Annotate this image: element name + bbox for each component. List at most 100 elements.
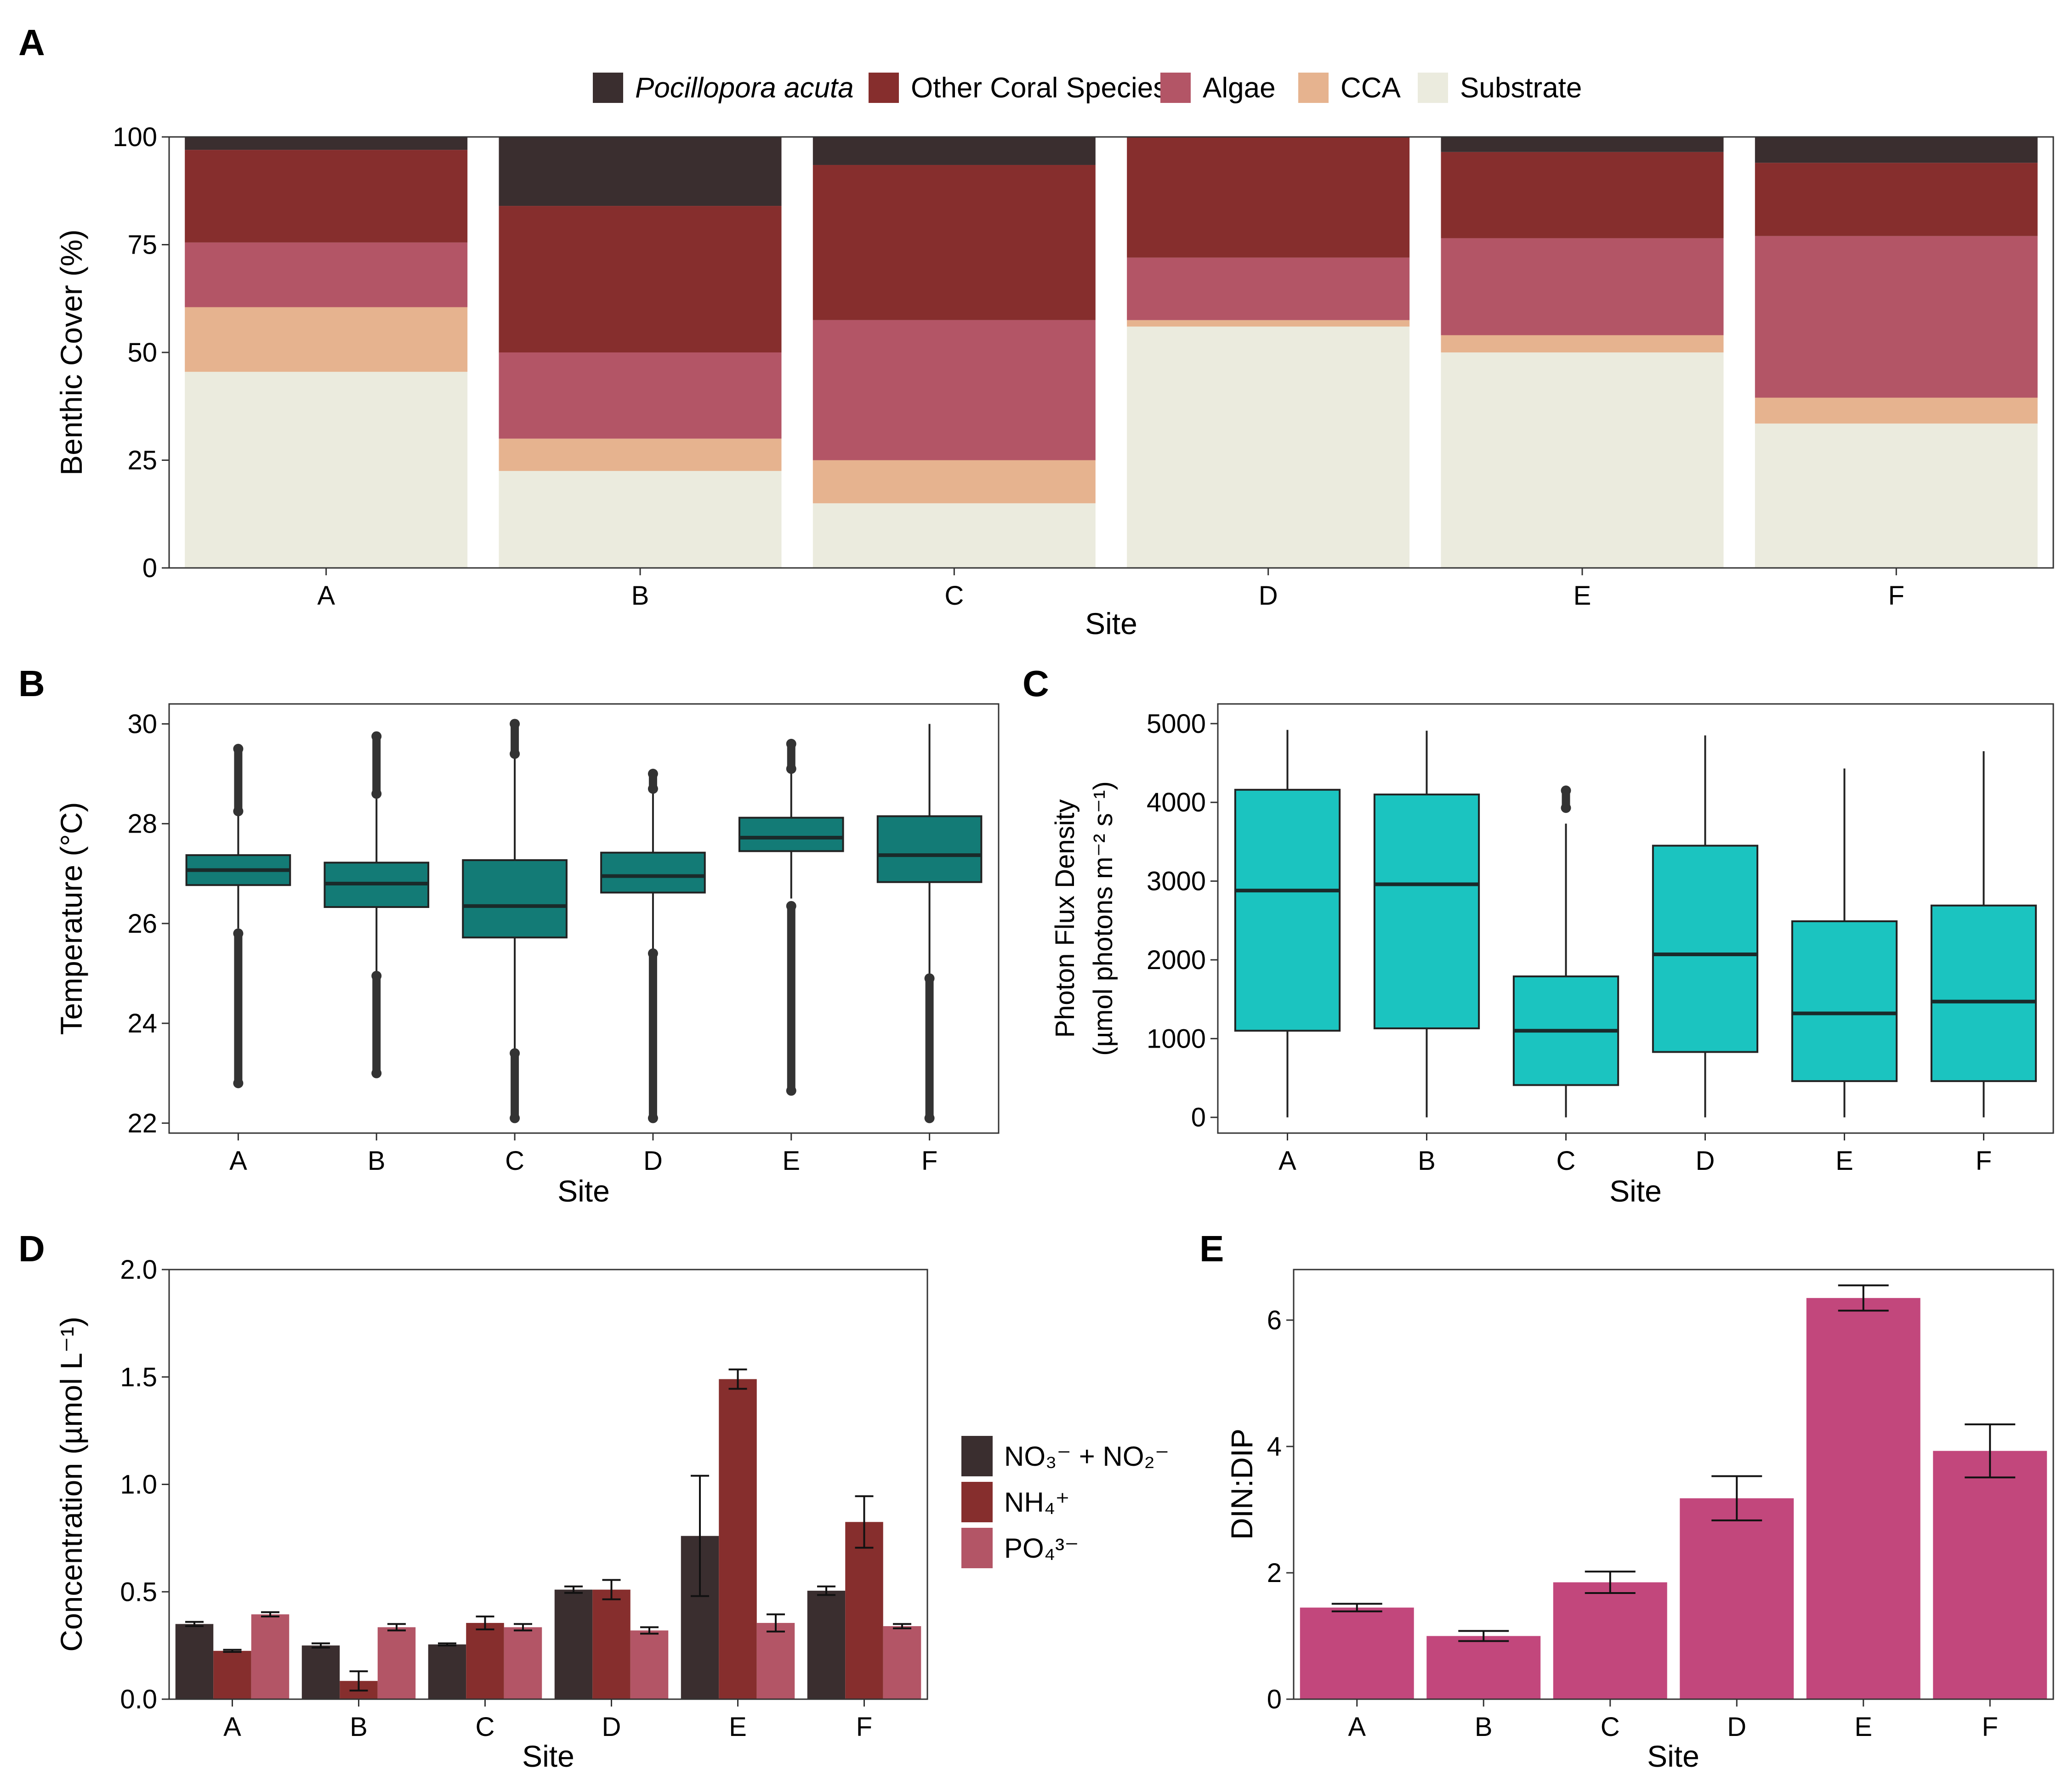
panel-e-bar [1680, 1498, 1794, 1699]
panel-b-outliers-low-point [786, 901, 796, 911]
panel-b-outliers-low-point [924, 973, 935, 984]
panel-d-bar [756, 1623, 795, 1699]
panel-c-y-axis-title-line2: (µmol photons m⁻² s⁻¹) [1088, 781, 1118, 1055]
panel-a-bar-segment [1755, 137, 2038, 163]
panel-d-nutrients: 0.0 0.5 1.0 1.5 2.0 A B C D E F Site Concentration… [54, 1255, 1169, 1773]
panel-a-x-axis-title: Site [1085, 607, 1137, 641]
panel-b-x-tick-label: F [921, 1146, 937, 1176]
panel-b-outliers-high-point [648, 783, 658, 794]
panel-d-x-tick-label: B [350, 1712, 368, 1742]
panel-a-bar-segment [1755, 423, 2038, 568]
panel-a-legend-label: Substrate [1460, 72, 1582, 104]
panel-a-bar-segment [499, 137, 782, 206]
panel-a-bar-segment [1127, 137, 1410, 258]
panel-a-legend-swatch [1418, 73, 1448, 103]
panel-a-x-tick-label: C [944, 581, 964, 611]
panel-d-bar [504, 1627, 542, 1699]
panel-d-y-tick-label: 0.0 [120, 1684, 157, 1714]
panel-b-outliers-low-point [510, 1113, 520, 1123]
panel-b-box [876, 815, 983, 883]
panel-e-bar [1933, 1451, 2047, 1699]
panel-b-outliers-low-point [786, 1085, 796, 1096]
panel-label-e: E [1199, 1228, 1224, 1269]
panel-d-y-tick-label: 0.5 [120, 1577, 157, 1607]
panel-c-x-tick-label: B [1418, 1146, 1436, 1176]
panel-a-bar-segment [185, 137, 468, 150]
panel-a-legend: Pocillopora acuta Other Coral Species Alga… [593, 72, 1582, 104]
panel-c-y-axis-title-line1: Photon Flux Density [1050, 799, 1080, 1038]
panel-d-bar [251, 1614, 290, 1699]
panel-a-y-axis-title: Benthic Cover (%) [54, 229, 88, 476]
panel-b-y-tick-label: 30 [127, 709, 157, 739]
panel-d-legend-label: NH₄⁺ [1004, 1487, 1070, 1518]
panel-d-bar [592, 1589, 631, 1699]
panel-a-bar-segment [499, 438, 782, 471]
panel-e-bar [1300, 1607, 1414, 1699]
panel-e-y-tick-label: 2 [1267, 1558, 1282, 1588]
panel-d-y-axis-title: Concentration (µmol L⁻¹) [54, 1316, 88, 1651]
panel-d-bar [845, 1522, 883, 1699]
panel-d-bar [807, 1590, 846, 1699]
panel-c-y-tick-label: 3000 [1147, 867, 1206, 896]
panel-b-x-tick-label: B [368, 1146, 386, 1176]
panel-a-legend-label: Pocillopora acuta [635, 72, 854, 104]
panel-a-legend-swatch [1160, 73, 1191, 103]
panel-d-bar [630, 1630, 669, 1699]
panel-c-y-tick-label: 0 [1191, 1103, 1206, 1133]
panel-e-bar [1553, 1582, 1667, 1699]
panel-a-bar-segment [185, 372, 468, 568]
panel-b-y-tick-label: 28 [127, 809, 157, 839]
panel-c-x-tick-label: D [1696, 1146, 1715, 1176]
panel-a-x-tick-label: B [631, 581, 649, 611]
panel-b-outliers-low-point [648, 948, 658, 959]
panel-a-bar-segment [185, 150, 468, 243]
panel-a-bar-segment [1127, 326, 1410, 568]
panel-e-x-axis-title: Site [1647, 1739, 1699, 1773]
panel-b-outliers-low-point [648, 1113, 658, 1123]
panel-a-bar-segment [1441, 335, 1724, 352]
panel-c-box [1373, 794, 1480, 1030]
panel-c-x-tick-label: A [1278, 1146, 1296, 1176]
panel-a-y-tick-label: 25 [127, 446, 157, 476]
panel-c-box [1652, 845, 1759, 1053]
panel-e-din-dip: 0 2 4 6 A B C D E F Site DIN:DIP [1225, 1269, 2054, 1773]
panel-b-box [738, 817, 844, 852]
panel-a-bar-segment [1441, 238, 1724, 335]
panel-a-y-tick-label: 0 [142, 553, 157, 583]
panel-d-bar [719, 1379, 757, 1699]
panel-b-outliers-high-point [786, 764, 796, 774]
panel-b-box [600, 851, 706, 894]
panel-a-bar-segment [812, 503, 1096, 568]
panel-d-bar [377, 1627, 416, 1699]
panel-b-outliers-low-point [233, 1078, 244, 1089]
panel-d-bar [466, 1623, 504, 1699]
panel-b-outliers-low-point [510, 1048, 520, 1059]
panel-a-y-tick-label: 75 [127, 230, 157, 260]
panel-d-legend-swatch [961, 1482, 993, 1522]
panel-c-outliers-high-point [1561, 803, 1571, 813]
panel-d-plot-frame [168, 1269, 928, 1700]
panel-d-x-axis-title: Site [522, 1739, 574, 1773]
panel-e-x-tick-label: A [1348, 1712, 1366, 1742]
panel-b-y-tick-label: 22 [127, 1108, 157, 1138]
panel-e-plot-frame [1293, 1269, 2054, 1700]
panel-d-x-tick-label: A [223, 1712, 241, 1742]
panel-b-outliers-high-point [786, 738, 796, 749]
panel-a-benthic-cover: Pocillopora acuta Other Coral Species Alga… [54, 72, 2054, 641]
panel-b-x-tick-label: C [505, 1146, 524, 1176]
panel-c-y-tick-label: 1000 [1147, 1024, 1206, 1054]
panel-d-bar [554, 1589, 593, 1699]
panel-b-x-tick-label: A [229, 1146, 247, 1176]
panel-a-legend-label: CCA [1341, 72, 1401, 104]
panel-a-x-tick-label: A [317, 581, 335, 611]
panel-a-bar-segment [499, 352, 782, 439]
panel-a-legend-label: Other Coral Species [911, 72, 1167, 104]
panel-a-bar-segment [499, 471, 782, 568]
panel-e-bar [1806, 1298, 1920, 1699]
panel-a-legend-swatch [593, 73, 623, 103]
panel-b-plot-frame [168, 703, 1000, 1134]
panel-a-legend-swatch [869, 73, 899, 103]
panel-e-x-tick-label: B [1475, 1712, 1493, 1742]
panel-e-y-tick-label: 4 [1267, 1432, 1282, 1462]
panel-a-bar-segment [1127, 257, 1410, 320]
